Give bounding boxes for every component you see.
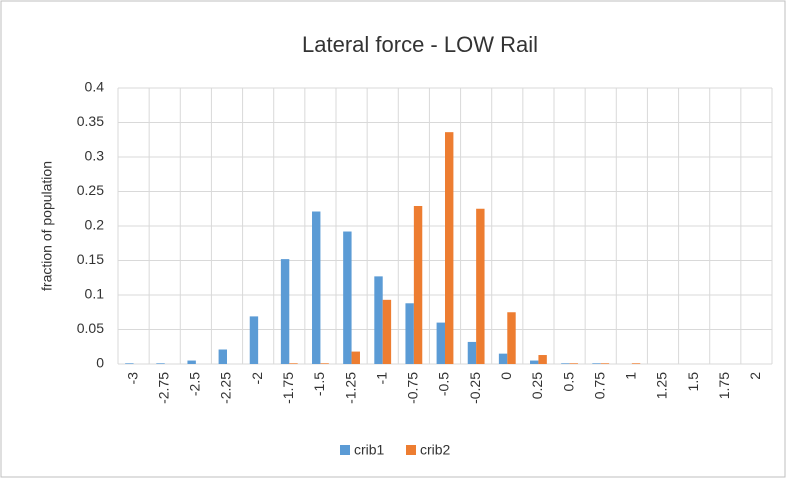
x-tick-label: 1.5 <box>685 372 701 392</box>
bar <box>187 360 196 364</box>
bar <box>436 322 445 364</box>
bar <box>125 363 134 364</box>
y-tick-label: 0 <box>96 355 104 371</box>
bar <box>156 363 165 364</box>
legend-label: crib1 <box>354 442 385 458</box>
bar <box>218 349 227 364</box>
x-tick-label: -0.5 <box>436 372 452 396</box>
x-tick-label: 1.75 <box>716 372 732 399</box>
bar <box>592 363 601 364</box>
x-tick-label: 1 <box>623 372 639 380</box>
legend-swatch <box>406 445 416 455</box>
bar <box>498 353 508 364</box>
bar <box>600 363 610 364</box>
y-axis-label: fraction of population <box>39 161 55 291</box>
y-tick-label: 0.3 <box>85 148 105 164</box>
bar <box>312 211 321 364</box>
y-tick-label: 0.4 <box>85 79 105 95</box>
bar <box>538 355 547 364</box>
bar <box>631 363 641 364</box>
x-tick-label: -0.75 <box>405 372 421 404</box>
y-tick-label: 0.35 <box>77 113 104 129</box>
bar <box>561 363 570 364</box>
bar <box>507 312 516 364</box>
x-tick-label: -2.75 <box>155 372 171 404</box>
y-tick-label: 0.15 <box>77 251 104 267</box>
y-tick-label: 0.05 <box>77 320 104 336</box>
bar <box>569 363 578 364</box>
x-tick-label: -3 <box>124 372 140 385</box>
x-tick-label: -1.5 <box>311 372 327 396</box>
bar <box>343 231 352 364</box>
x-tick-label: -1.25 <box>342 372 358 404</box>
y-tick-label: 0.2 <box>85 217 105 233</box>
bar <box>320 363 329 364</box>
x-tick-label: 0 <box>498 372 514 380</box>
x-tick-label: -1 <box>373 372 389 385</box>
x-tick-label: 0.5 <box>560 372 576 392</box>
bar <box>467 341 477 364</box>
x-tick-label: -2.5 <box>187 372 203 396</box>
bar <box>280 259 290 364</box>
bar <box>351 351 360 364</box>
bar <box>413 205 423 364</box>
x-tick-label: 0.25 <box>529 372 545 399</box>
y-tick-label: 0.1 <box>85 286 105 302</box>
bar <box>374 276 383 364</box>
bar <box>530 360 539 364</box>
x-tick-label: 1.25 <box>654 372 670 399</box>
x-tick-label: -2 <box>249 372 265 385</box>
bar <box>476 208 485 364</box>
legend-label: crib2 <box>420 442 451 458</box>
y-tick-label: 0.25 <box>77 182 104 198</box>
x-tick-label: 2 <box>747 372 763 380</box>
bar <box>249 316 259 364</box>
x-tick-label: -1.75 <box>280 372 296 404</box>
legend-swatch <box>340 445 350 455</box>
bar <box>289 363 298 364</box>
bar <box>405 303 414 364</box>
x-tick-label: 0.75 <box>591 372 607 399</box>
x-tick-label: -0.25 <box>467 372 483 404</box>
bar <box>382 299 392 364</box>
x-tick-label: -2.25 <box>218 372 234 404</box>
chart-title: Lateral force - LOW Rail <box>302 32 538 57</box>
bar <box>445 132 454 364</box>
